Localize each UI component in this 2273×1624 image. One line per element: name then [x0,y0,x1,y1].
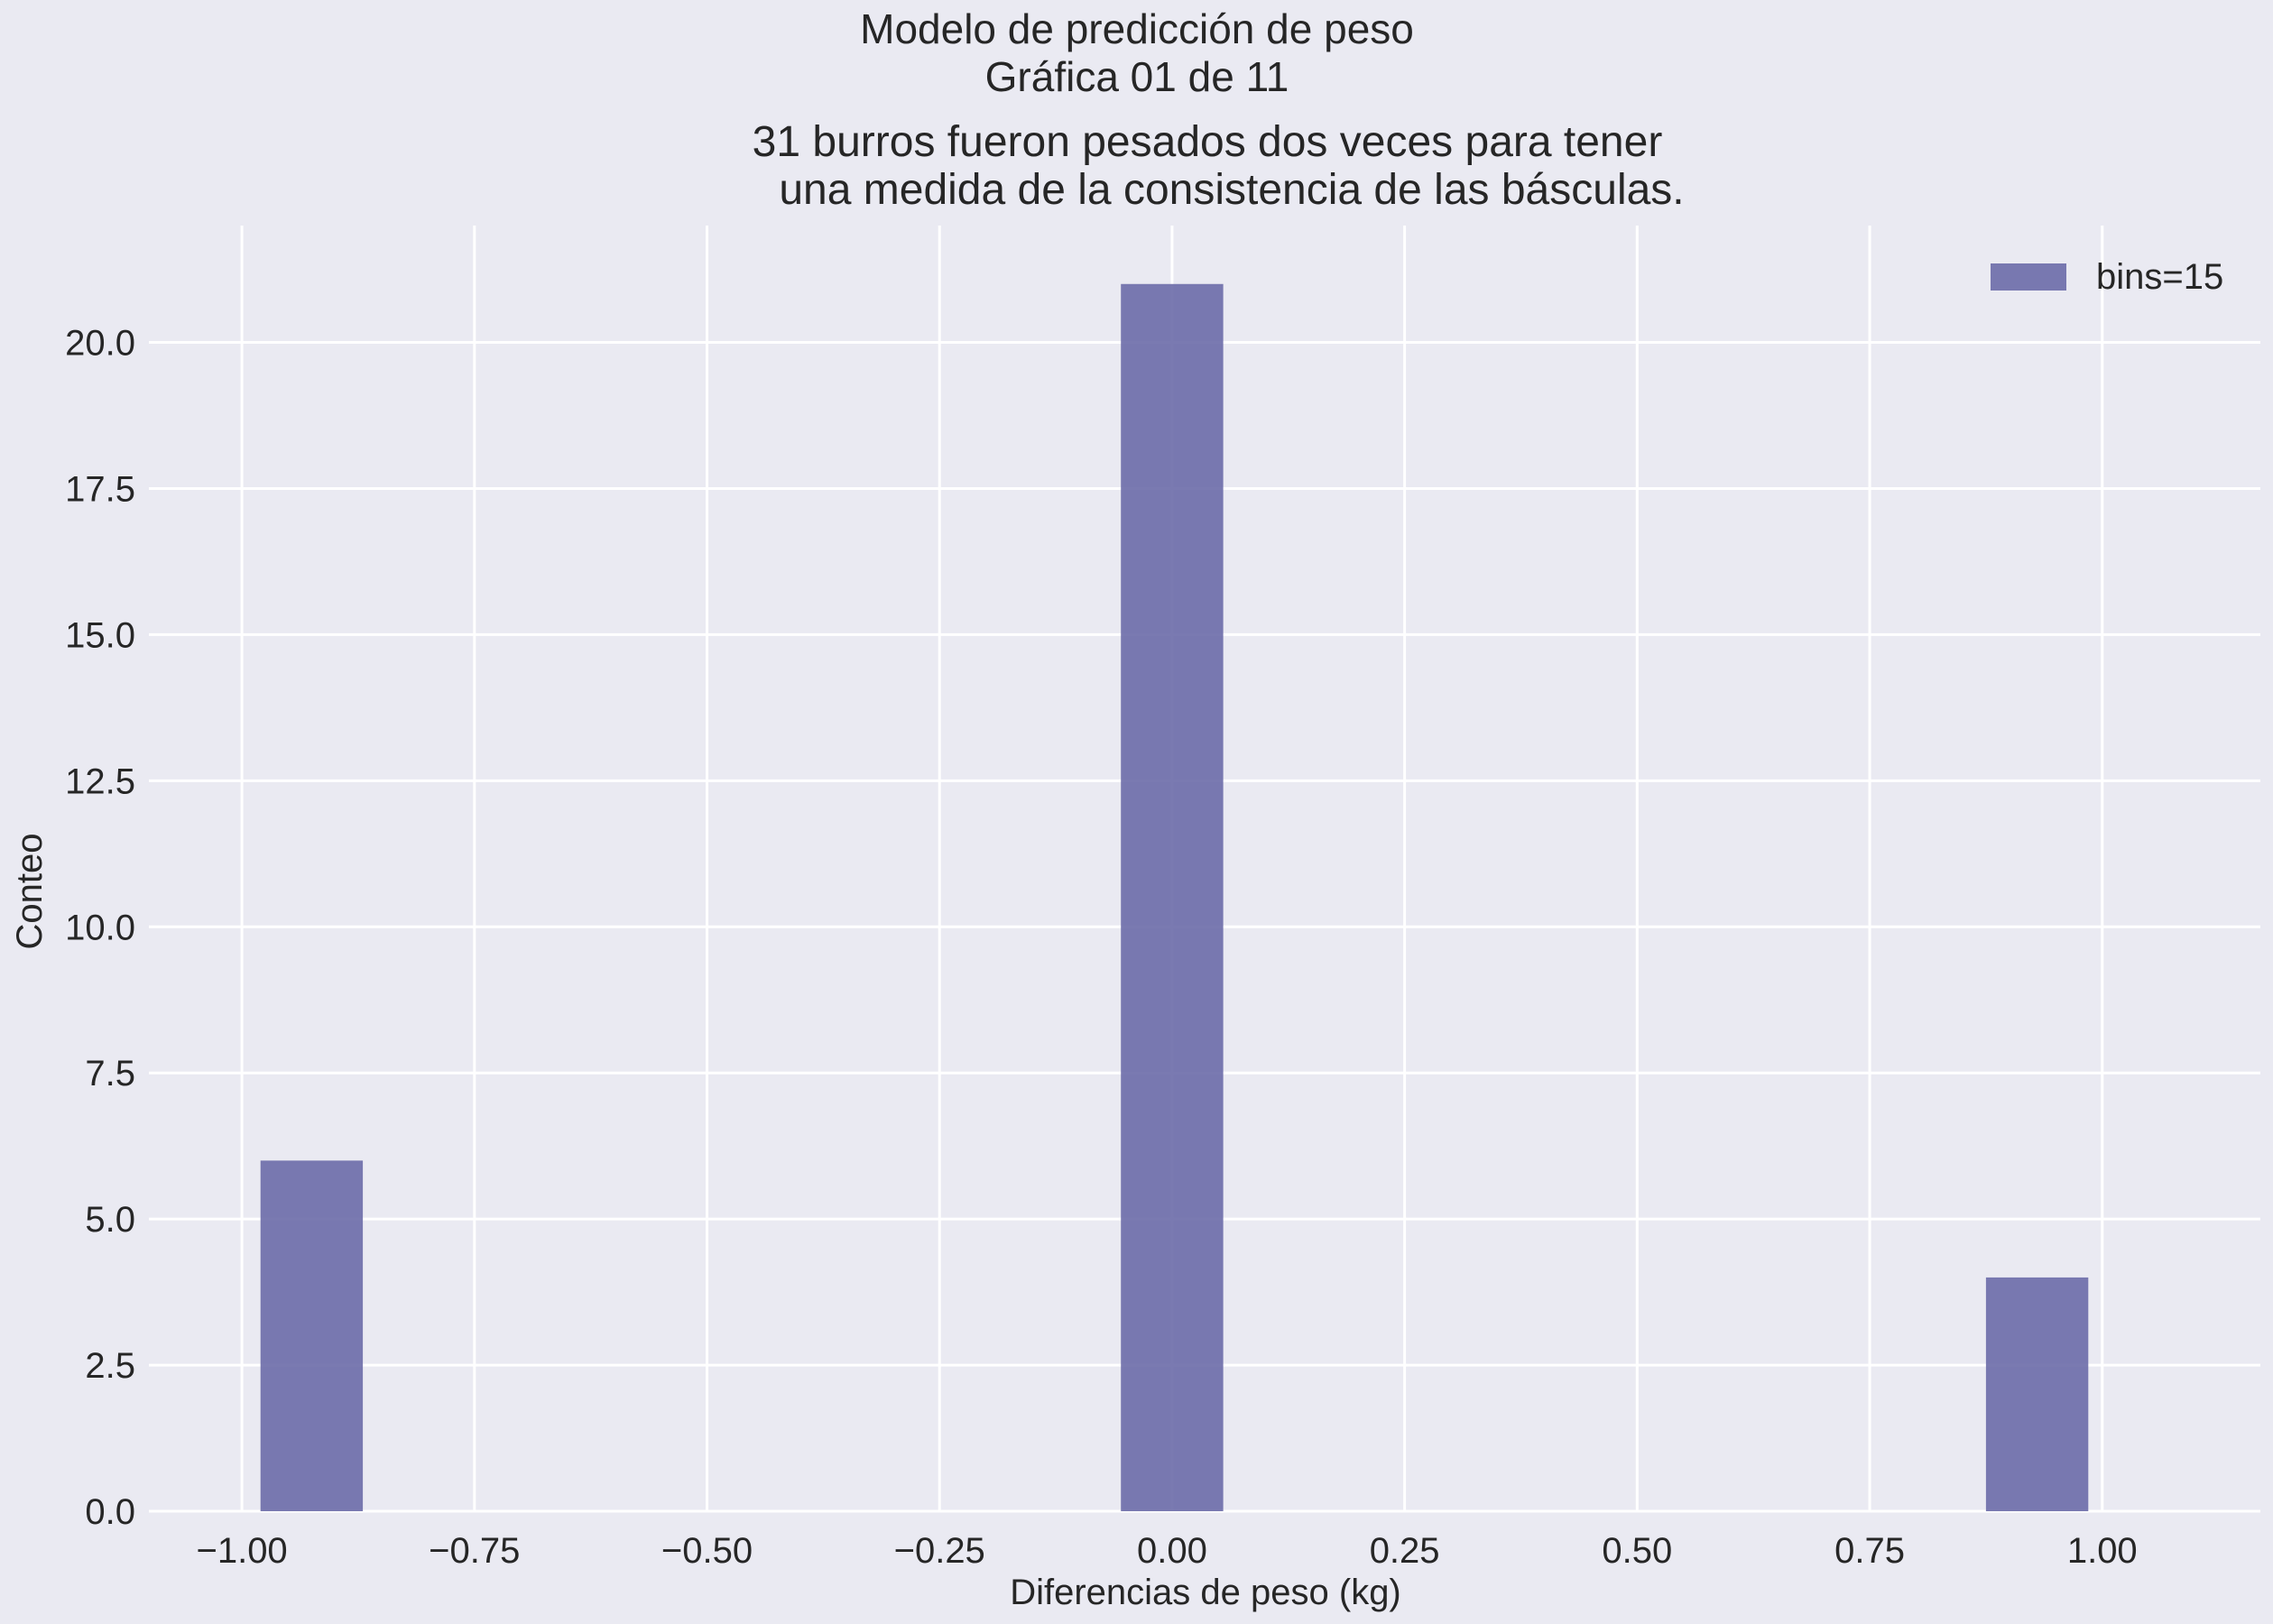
x-tick-label: −0.50 [661,1531,753,1571]
x-tick-label: 0.25 [1370,1531,1440,1571]
x-axis-label: Diferencias de peso (kg) [1010,1573,1401,1612]
histogram-bar-2 [1121,283,1224,1512]
y-tick-label: 17.5 [65,469,135,509]
chart-title-line1: 31 burros fueron pesados dos veces para … [753,118,1663,166]
y-tick-label: 15.0 [65,615,135,655]
x-tick-label: −1.00 [196,1531,287,1571]
tick-labels: −1.00 −0.75 −0.50 −0.25 0.00 0.25 0.50 0.75 1.00… [65,324,2138,1571]
y-tick-label: 5.0 [85,1200,135,1240]
histogram-bars [260,283,2089,1512]
y-tick-label: 2.5 [85,1346,135,1386]
y-tick-label: 0.0 [85,1492,135,1532]
x-tick-label: 0.00 [1137,1531,1207,1571]
x-tick-label: 0.75 [1834,1531,1905,1571]
histogram-bar-1 [260,1160,364,1511]
x-tick-label: −0.75 [429,1531,520,1571]
y-axis-label: Conteo [10,834,50,950]
y-tick-label: 7.5 [85,1054,135,1093]
legend-label: bins=15 [2096,257,2223,297]
legend-swatch [1991,263,2066,291]
chart-title-line2: una medida de la consistencia de las bás… [779,166,1684,214]
y-tick-label: 12.5 [65,761,135,801]
y-tick-label: 20.0 [65,324,135,364]
suptitle-line2: Gráfica 01 de 11 [985,53,1289,100]
x-tick-label: 1.00 [2067,1531,2138,1571]
x-tick-label: −0.25 [894,1531,985,1571]
y-tick-label: 10.0 [65,908,135,947]
histogram-bar-3 [1985,1277,2089,1511]
suptitle-line1: Modelo de predicción de peso [860,5,1414,52]
x-tick-label: 0.50 [1602,1531,1672,1571]
legend: bins=15 [1991,257,2223,297]
